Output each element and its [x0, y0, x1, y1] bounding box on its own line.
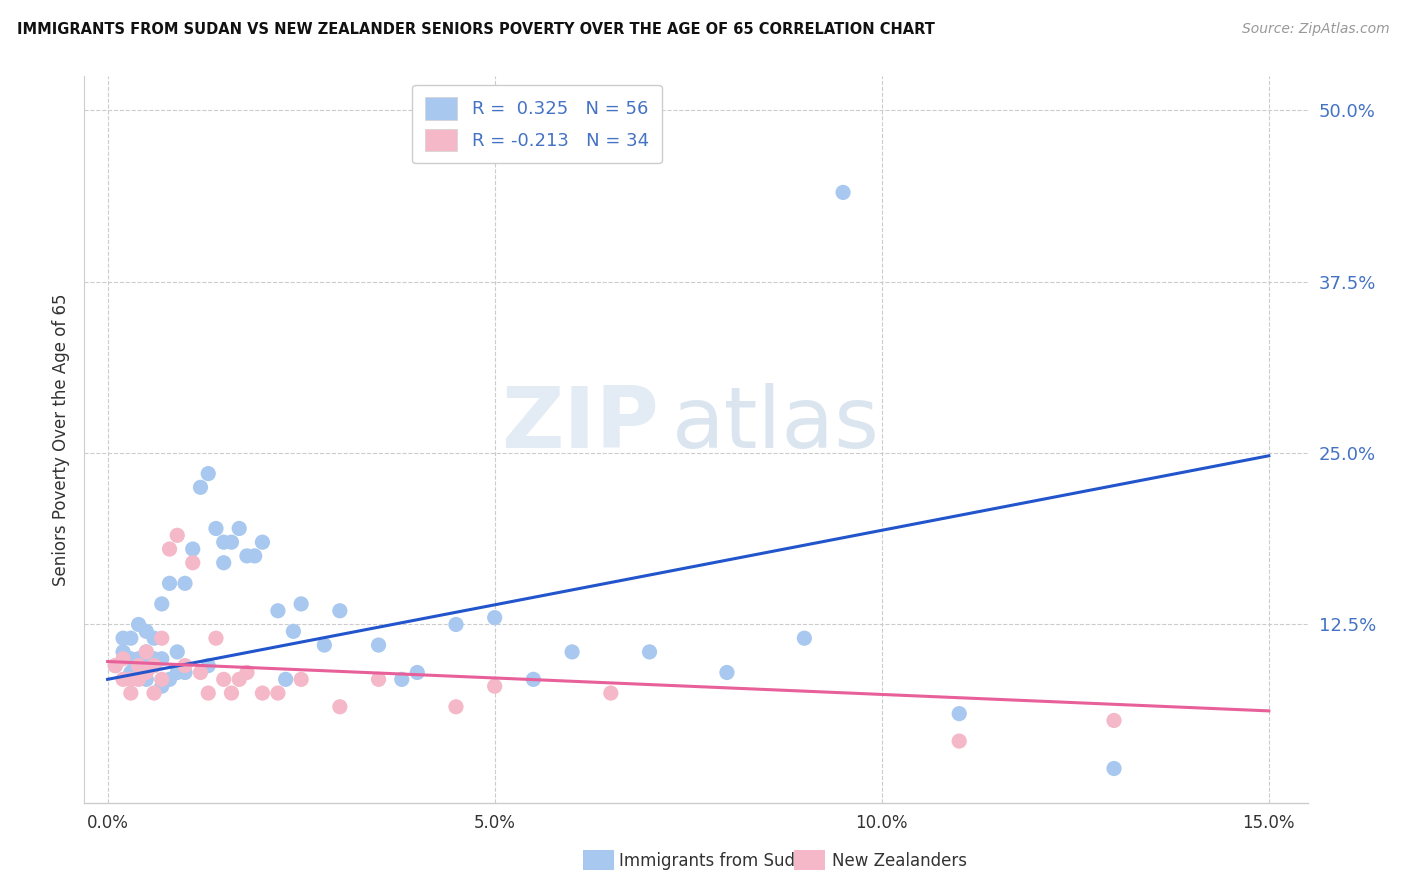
- Point: [143, 658, 166, 673]
- Point: [135, 645, 157, 659]
- Point: [444, 699, 467, 714]
- Point: [150, 597, 173, 611]
- Point: [128, 617, 150, 632]
- Point: [166, 528, 188, 542]
- Point: [120, 631, 142, 645]
- Text: IMMIGRANTS FROM SUDAN VS NEW ZEALANDER SENIORS POVERTY OVER THE AGE OF 65 CORREL: IMMIGRANTS FROM SUDAN VS NEW ZEALANDER S…: [17, 22, 935, 37]
- Point: [120, 686, 142, 700]
- Point: [406, 665, 429, 680]
- Text: New Zealanders: New Zealanders: [832, 852, 967, 870]
- Point: [128, 673, 150, 687]
- Point: [1102, 762, 1125, 776]
- Text: ZIP: ZIP: [502, 384, 659, 467]
- Point: [135, 645, 157, 659]
- Y-axis label: Seniors Poverty Over the Age of 65: Seniors Poverty Over the Age of 65: [52, 293, 70, 585]
- Point: [243, 549, 266, 563]
- Point: [159, 576, 181, 591]
- Point: [716, 665, 738, 680]
- Point: [236, 549, 259, 563]
- Point: [314, 638, 336, 652]
- Point: [522, 673, 544, 687]
- Point: [143, 631, 166, 645]
- Point: [159, 542, 181, 557]
- Point: [143, 686, 166, 700]
- Point: [120, 665, 142, 680]
- Point: [104, 658, 127, 673]
- Point: [832, 186, 855, 200]
- Point: [174, 665, 197, 680]
- Point: [112, 645, 135, 659]
- Point: [329, 604, 352, 618]
- Point: [120, 652, 142, 666]
- Point: [205, 521, 228, 535]
- Point: [948, 734, 970, 748]
- Point: [197, 686, 219, 700]
- Point: [135, 624, 157, 639]
- Point: [128, 665, 150, 680]
- Point: [391, 673, 413, 687]
- Point: [638, 645, 661, 659]
- Point: [252, 686, 274, 700]
- Point: [484, 610, 506, 624]
- Point: [190, 665, 212, 680]
- Point: [112, 631, 135, 645]
- Point: [197, 658, 219, 673]
- Point: [150, 652, 173, 666]
- Point: [212, 673, 235, 687]
- Point: [290, 673, 312, 687]
- Point: [190, 480, 212, 494]
- Point: [166, 645, 188, 659]
- Point: [267, 604, 290, 618]
- Point: [112, 652, 135, 666]
- Point: [128, 658, 150, 673]
- Point: [228, 673, 250, 687]
- Point: [104, 658, 127, 673]
- Point: [290, 597, 312, 611]
- Point: [143, 658, 166, 673]
- Point: [212, 556, 235, 570]
- Point: [197, 467, 219, 481]
- Point: [1102, 714, 1125, 728]
- Point: [267, 686, 290, 700]
- Point: [252, 535, 274, 549]
- Point: [561, 645, 583, 659]
- Point: [221, 686, 243, 700]
- Point: [236, 665, 259, 680]
- Point: [174, 658, 197, 673]
- Point: [274, 673, 297, 687]
- Point: [484, 679, 506, 693]
- Point: [135, 673, 157, 687]
- Point: [166, 665, 188, 680]
- Point: [135, 665, 157, 680]
- Point: [120, 673, 142, 687]
- Point: [444, 617, 467, 632]
- Text: Immigrants from Sudan: Immigrants from Sudan: [619, 852, 815, 870]
- Point: [948, 706, 970, 721]
- Point: [135, 658, 157, 673]
- Point: [150, 679, 173, 693]
- Point: [181, 556, 204, 570]
- Point: [150, 631, 173, 645]
- Point: [143, 652, 166, 666]
- Point: [112, 673, 135, 687]
- Point: [150, 673, 173, 687]
- Point: [599, 686, 621, 700]
- Point: [181, 542, 204, 557]
- Text: atlas: atlas: [672, 384, 880, 467]
- Point: [228, 521, 250, 535]
- Point: [128, 652, 150, 666]
- Legend: R =  0.325   N = 56, R = -0.213   N = 34: R = 0.325 N = 56, R = -0.213 N = 34: [412, 85, 662, 163]
- Point: [221, 535, 243, 549]
- Point: [205, 631, 228, 645]
- Point: [329, 699, 352, 714]
- Text: Source: ZipAtlas.com: Source: ZipAtlas.com: [1241, 22, 1389, 37]
- Point: [212, 535, 235, 549]
- Point: [793, 631, 815, 645]
- Point: [367, 673, 389, 687]
- Point: [174, 576, 197, 591]
- Point: [367, 638, 389, 652]
- Point: [283, 624, 305, 639]
- Point: [159, 673, 181, 687]
